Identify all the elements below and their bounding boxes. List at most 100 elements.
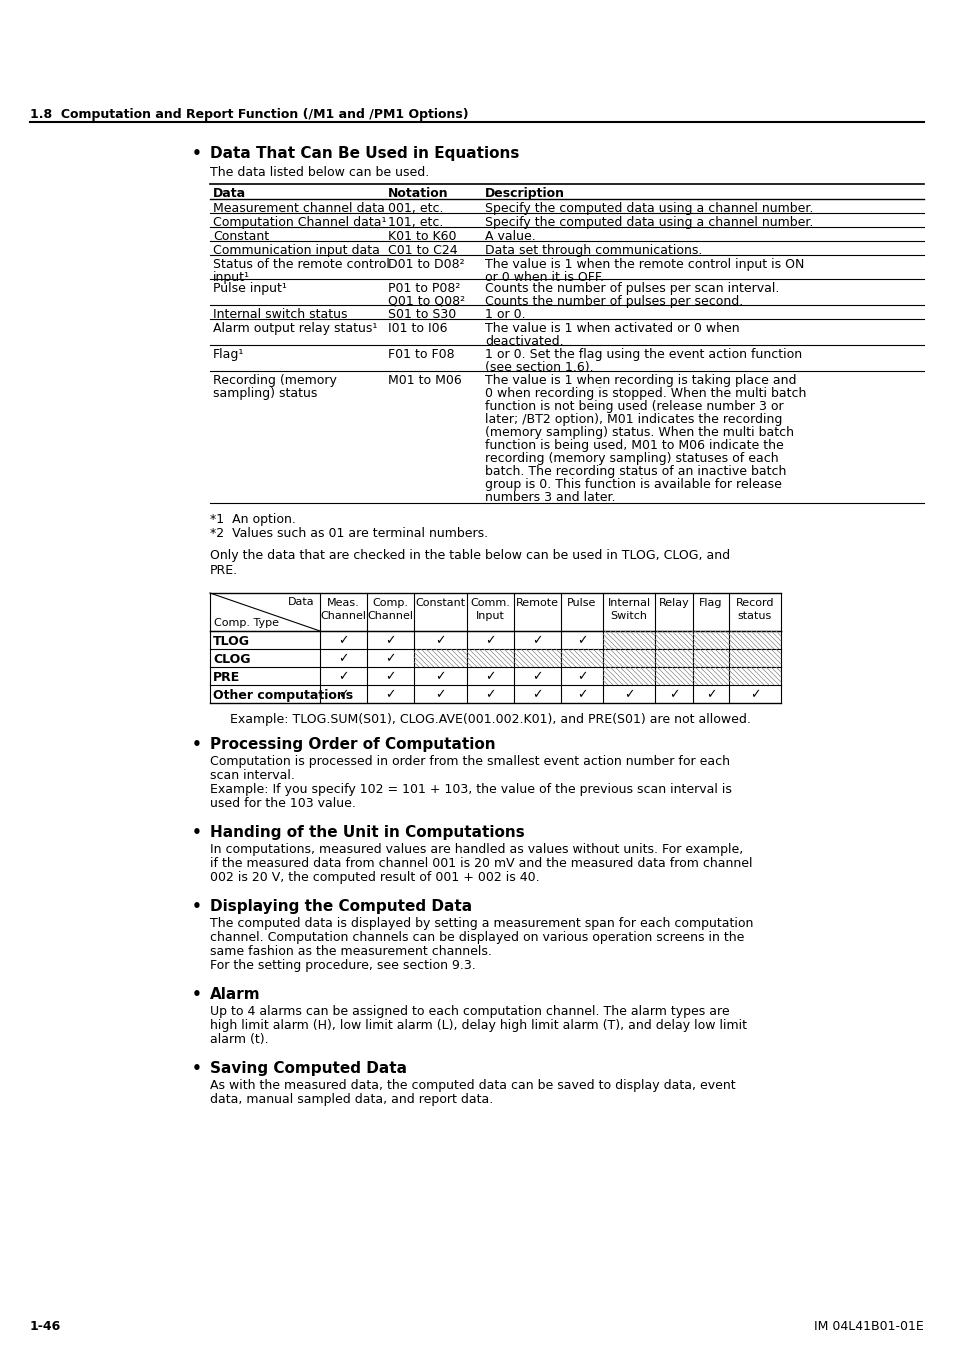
Text: Comm.: Comm. — [470, 598, 510, 608]
Text: Alarm: Alarm — [210, 987, 260, 1002]
Text: 1-46: 1-46 — [30, 1320, 61, 1332]
Text: Comp. Type: Comp. Type — [213, 618, 278, 628]
Text: ✓: ✓ — [577, 670, 587, 683]
Bar — [728, 630, 781, 649]
Text: As with the measured data, the computed data can be saved to display data, event: As with the measured data, the computed … — [210, 1079, 735, 1092]
Text: if the measured data from channel 001 is 20 mV and the measured data from channe: if the measured data from channel 001 is… — [210, 857, 752, 869]
Bar — [514, 649, 560, 667]
Text: Flag¹: Flag¹ — [213, 348, 244, 360]
Text: Pulse: Pulse — [567, 598, 596, 608]
Text: Internal: Internal — [607, 598, 650, 608]
Text: *2  Values such as 01 are terminal numbers.: *2 Values such as 01 are terminal number… — [210, 526, 488, 540]
Text: A value.: A value. — [484, 230, 536, 243]
Text: Handing of the Unit in Computations: Handing of the Unit in Computations — [210, 825, 524, 840]
Text: ✓: ✓ — [338, 634, 349, 647]
Text: D01 to D08²: D01 to D08² — [388, 258, 464, 271]
Text: ✓: ✓ — [532, 670, 542, 683]
Text: Example: If you specify 102 = 101 + 103, the value of the previous scan interval: Example: If you specify 102 = 101 + 103,… — [210, 783, 731, 796]
Text: Internal switch status: Internal switch status — [213, 308, 347, 321]
Bar — [692, 649, 728, 667]
Text: same fashion as the measurement channels.: same fashion as the measurement channels… — [210, 945, 492, 958]
Text: Comp.: Comp. — [372, 598, 408, 608]
Text: Pulse input¹: Pulse input¹ — [213, 282, 287, 296]
Text: TLOG: TLOG — [213, 634, 250, 648]
Text: ✓: ✓ — [705, 688, 716, 701]
Text: 1 or 0. Set the flag using the event action function: 1 or 0. Set the flag using the event act… — [484, 348, 801, 360]
Text: C01 to C24: C01 to C24 — [388, 244, 457, 256]
Text: ✓: ✓ — [485, 634, 496, 647]
Text: The computed data is displayed by setting a measurement span for each computatio: The computed data is displayed by settin… — [210, 917, 753, 930]
Bar — [655, 649, 692, 667]
Text: •: • — [192, 146, 202, 161]
Text: Computation Channel data¹: Computation Channel data¹ — [213, 216, 386, 230]
Text: Counts the number of pulses per second.: Counts the number of pulses per second. — [484, 296, 742, 308]
Text: Example: TLOG.SUM(S01), CLOG.AVE(001.002.K01), and PRE(S01) are not allowed.: Example: TLOG.SUM(S01), CLOG.AVE(001.002… — [230, 713, 750, 726]
Text: (memory sampling) status. When the multi batch: (memory sampling) status. When the multi… — [484, 427, 793, 439]
Bar — [692, 667, 728, 684]
Text: ✓: ✓ — [338, 652, 349, 666]
Text: •: • — [192, 1061, 202, 1076]
Text: ✓: ✓ — [385, 652, 395, 666]
Text: deactivated.: deactivated. — [484, 335, 563, 348]
Text: batch. The recording status of an inactive batch: batch. The recording status of an inacti… — [484, 464, 785, 478]
Text: used for the 103 value.: used for the 103 value. — [210, 796, 355, 810]
Text: Data set through communications.: Data set through communications. — [484, 244, 701, 256]
Text: status: status — [737, 612, 771, 621]
Text: Only the data that are checked in the table below can be used in TLOG, CLOG, and: Only the data that are checked in the ta… — [210, 549, 729, 562]
Text: 002 is 20 V, the computed result of 001 + 002 is 40.: 002 is 20 V, the computed result of 001 … — [210, 871, 539, 884]
Text: Constant: Constant — [213, 230, 269, 243]
Text: Remote: Remote — [516, 598, 558, 608]
Text: Description: Description — [484, 188, 564, 200]
Text: input¹: input¹ — [213, 271, 250, 284]
Bar — [655, 667, 692, 684]
Text: group is 0. This function is available for release: group is 0. This function is available f… — [484, 478, 781, 491]
Bar — [560, 649, 602, 667]
Text: ✓: ✓ — [485, 688, 496, 701]
Text: Processing Order of Computation: Processing Order of Computation — [210, 737, 496, 752]
Text: data, manual sampled data, and report data.: data, manual sampled data, and report da… — [210, 1094, 493, 1106]
Text: The value is 1 when recording is taking place and: The value is 1 when recording is taking … — [484, 374, 796, 387]
Text: Relay: Relay — [658, 598, 689, 608]
Bar — [602, 649, 655, 667]
Text: ✓: ✓ — [385, 634, 395, 647]
Text: (see section 1.6).: (see section 1.6). — [484, 360, 593, 374]
Text: Communication input data: Communication input data — [213, 244, 379, 256]
Text: Channel: Channel — [367, 612, 413, 621]
Text: ✓: ✓ — [749, 688, 760, 701]
Text: I01 to I06: I01 to I06 — [388, 323, 447, 335]
Text: K01 to K60: K01 to K60 — [388, 230, 456, 243]
Text: ✓: ✓ — [485, 670, 496, 683]
Text: Status of the remote control: Status of the remote control — [213, 258, 390, 271]
Bar — [728, 667, 781, 684]
Text: •: • — [192, 899, 202, 914]
Text: Recording (memory: Recording (memory — [213, 374, 336, 387]
Text: Saving Computed Data: Saving Computed Data — [210, 1061, 407, 1076]
Text: ✓: ✓ — [532, 634, 542, 647]
Text: Data That Can Be Used in Equations: Data That Can Be Used in Equations — [210, 146, 518, 161]
Text: ✓: ✓ — [623, 688, 634, 701]
Text: ✓: ✓ — [385, 688, 395, 701]
Text: The value is 1 when the remote control input is ON: The value is 1 when the remote control i… — [484, 258, 803, 271]
Text: ✓: ✓ — [577, 634, 587, 647]
Text: Computation is processed in order from the smallest event action number for each: Computation is processed in order from t… — [210, 755, 729, 768]
Text: S01 to S30: S01 to S30 — [388, 308, 456, 321]
Text: CLOG: CLOG — [213, 653, 251, 666]
Bar — [414, 649, 467, 667]
Text: 1 or 0.: 1 or 0. — [484, 308, 525, 321]
Text: 0 when recording is stopped. When the multi batch: 0 when recording is stopped. When the mu… — [484, 387, 805, 400]
Bar — [602, 630, 655, 649]
Text: function is being used, M01 to M06 indicate the: function is being used, M01 to M06 indic… — [484, 439, 783, 452]
Text: sampling) status: sampling) status — [213, 387, 317, 400]
Text: PRE: PRE — [213, 671, 240, 684]
Text: Switch: Switch — [610, 612, 647, 621]
Text: ✓: ✓ — [577, 688, 587, 701]
Text: ✓: ✓ — [435, 670, 445, 683]
Bar — [467, 649, 514, 667]
Text: ✓: ✓ — [532, 688, 542, 701]
Text: •: • — [192, 987, 202, 1002]
Text: ✓: ✓ — [385, 670, 395, 683]
Text: Data: Data — [288, 597, 314, 608]
Text: The value is 1 when activated or 0 when: The value is 1 when activated or 0 when — [484, 323, 739, 335]
Text: P01 to P08²: P01 to P08² — [388, 282, 460, 296]
Text: Flag: Flag — [699, 598, 722, 608]
